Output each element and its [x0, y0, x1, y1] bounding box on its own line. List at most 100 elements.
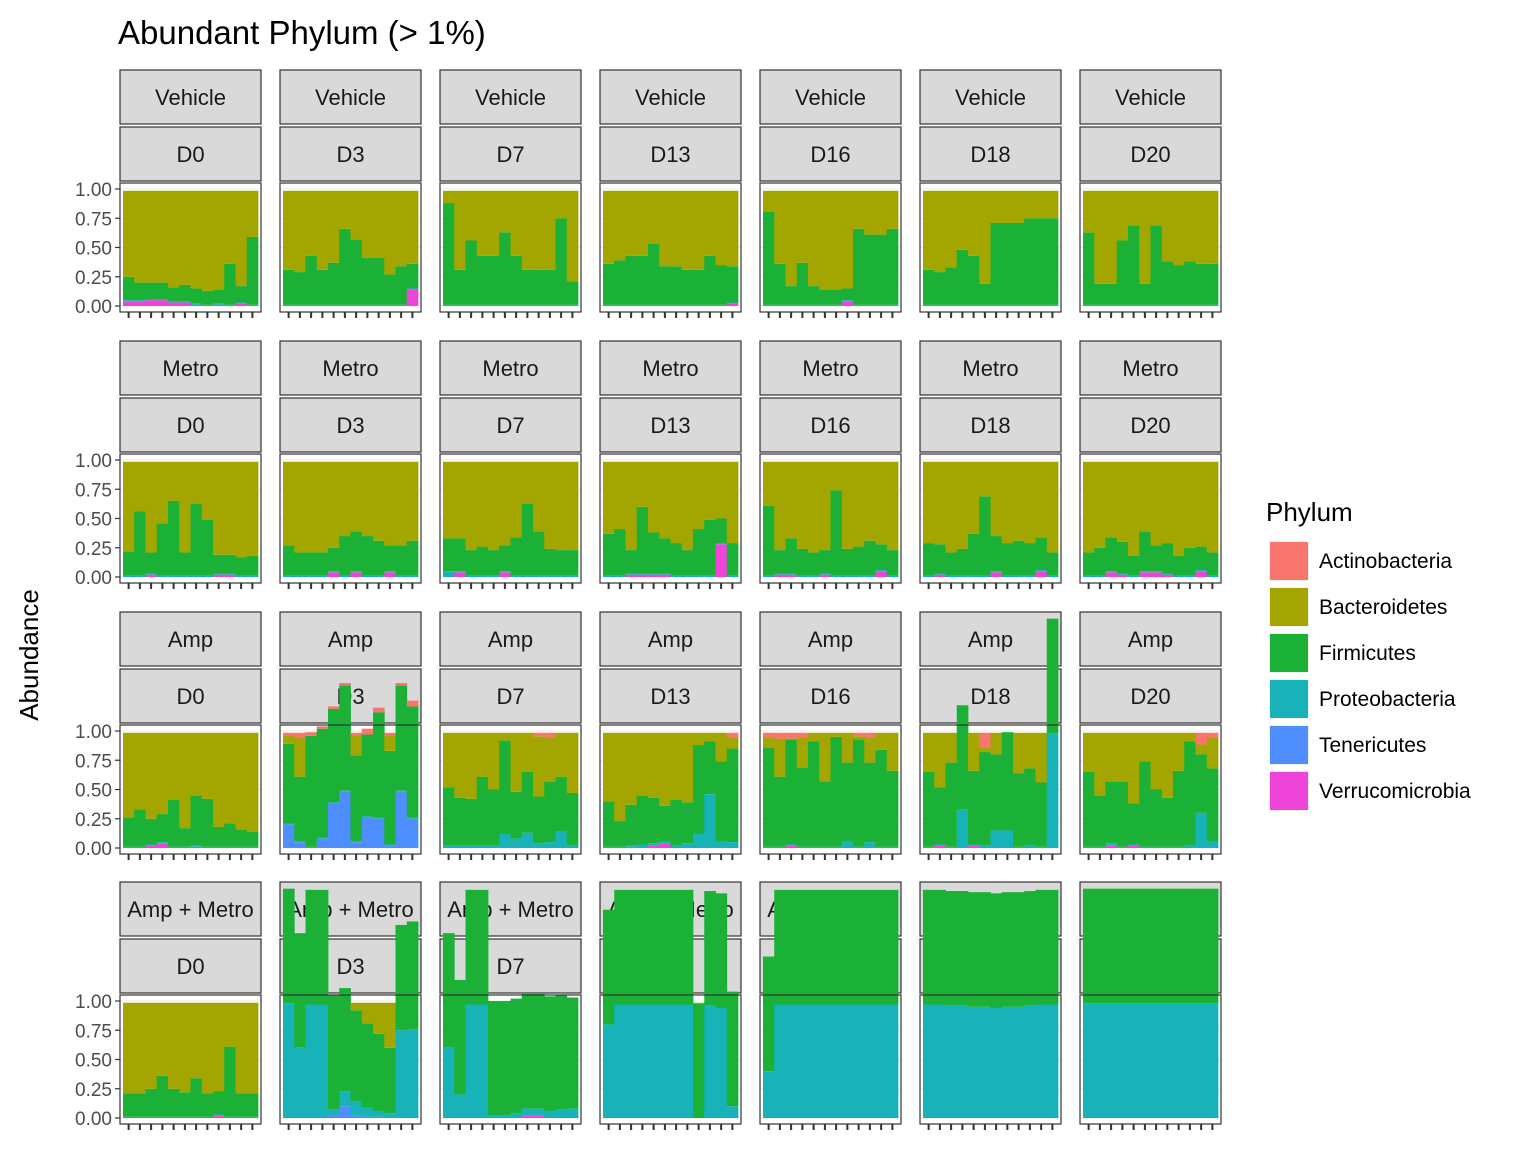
bar-segment — [1094, 575, 1106, 577]
bar-segment — [670, 266, 683, 305]
bar-segment — [1139, 761, 1151, 847]
bar-segment — [328, 304, 340, 306]
bar-segment — [190, 575, 203, 577]
bar-segment — [603, 263, 615, 305]
bar-segment — [361, 816, 374, 818]
strip-treatment — [1079, 340, 1222, 396]
strip-day — [439, 668, 582, 724]
bar-segment — [763, 846, 775, 848]
bar-segment — [283, 732, 295, 736]
bar-segment — [339, 461, 351, 537]
bar-segment — [454, 732, 466, 798]
bar-segment — [1116, 732, 1129, 782]
bar-segment — [1206, 1003, 1219, 1118]
bar-segment — [294, 737, 306, 777]
panel-border — [759, 453, 902, 584]
bar-segment — [1206, 840, 1219, 848]
bar-segment — [636, 190, 649, 256]
strip-treatment-label: Metro — [482, 356, 538, 381]
bar-segment — [945, 1005, 958, 1118]
bar-segment — [864, 889, 876, 1005]
bar-segment — [681, 304, 694, 306]
bar-segment — [715, 761, 728, 841]
bar-segment — [328, 803, 340, 848]
bar-segment — [350, 531, 363, 572]
bar-segment — [443, 933, 455, 1048]
bar-segment — [704, 304, 716, 306]
bar-segment — [1184, 547, 1196, 576]
bar-segment — [979, 461, 991, 497]
bar-segment — [465, 732, 478, 799]
bar-segment — [1105, 572, 1118, 577]
bar-segment — [945, 552, 958, 576]
bar-segment — [213, 1091, 225, 1115]
bar-segment — [648, 574, 660, 577]
bar-segment — [774, 550, 786, 574]
facet-panel: Metro D20 — [1079, 340, 1222, 589]
panel-border — [279, 994, 422, 1125]
bar-segment — [715, 543, 728, 545]
bar-segment — [774, 776, 786, 847]
bar-segment — [328, 706, 340, 709]
bar-segment — [179, 301, 191, 303]
bar-segment — [294, 732, 306, 738]
bar-segment — [886, 889, 899, 1005]
bar-segment — [145, 732, 158, 819]
bar-segment — [361, 734, 374, 817]
bar-segment — [1094, 547, 1106, 576]
bar-segment — [830, 889, 843, 1005]
bar-segment — [1083, 552, 1095, 576]
legend-key — [1270, 542, 1308, 580]
bar-segment — [213, 1114, 225, 1116]
strip-day-label: D7 — [496, 413, 524, 438]
bar-segment — [510, 461, 523, 538]
strip-day-label: D16 — [810, 684, 850, 709]
bar-segment — [339, 228, 351, 305]
bar-segment — [1001, 830, 1014, 848]
bar-segment — [1195, 744, 1208, 755]
bar-segment — [190, 732, 203, 796]
facet-panel: Amp D13 — [599, 611, 742, 860]
bar-segment — [361, 1107, 374, 1117]
bar-segment — [945, 732, 958, 763]
bar-segment — [614, 190, 626, 261]
bar-segment — [328, 1109, 340, 1115]
bar-segment — [465, 845, 478, 848]
bar-segment — [476, 190, 489, 256]
bar-segment — [819, 304, 831, 306]
bar-segment — [521, 503, 534, 576]
bar-segment — [990, 830, 1003, 848]
bar-segment — [1083, 888, 1095, 1004]
bar-segment — [830, 289, 843, 305]
bar-segment — [361, 817, 374, 848]
bar-segment — [625, 889, 638, 1005]
bar-segment — [796, 846, 809, 848]
bar-segment — [1013, 846, 1025, 848]
strip-treatment-label: Metro — [162, 356, 218, 381]
bar-segment — [123, 276, 135, 301]
bar-segment — [373, 1033, 385, 1111]
bar-segment — [156, 1075, 169, 1117]
strip-day — [599, 397, 742, 453]
bar-segment — [361, 536, 374, 576]
bar-segment — [1139, 572, 1151, 577]
bar-segment — [693, 732, 705, 746]
bar-segment — [235, 846, 248, 848]
strip-treatment — [599, 69, 742, 125]
bar-segment — [1105, 781, 1118, 844]
bar-segment — [168, 287, 180, 302]
bar-segment — [934, 304, 946, 306]
bar-segment — [521, 832, 534, 848]
bar-segment — [294, 304, 306, 306]
bar-segment — [246, 1116, 259, 1118]
bar-segment — [1001, 222, 1014, 305]
bar-segment — [785, 738, 798, 740]
bar-segment — [213, 289, 225, 304]
bar-segment — [726, 1106, 739, 1118]
bar-segment — [145, 282, 158, 299]
strip-day-label: D13 — [650, 684, 690, 709]
bar-segment — [681, 843, 694, 848]
bar-segment — [636, 795, 649, 845]
bar-segment — [1184, 261, 1196, 305]
